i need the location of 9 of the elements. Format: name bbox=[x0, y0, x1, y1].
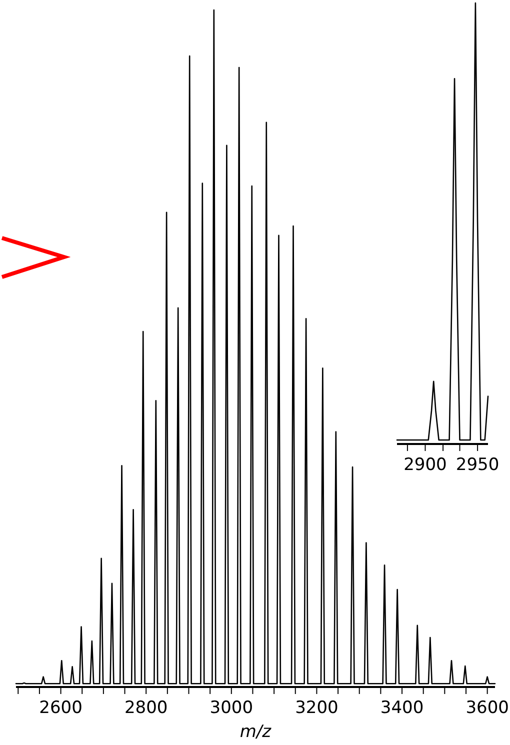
x-tick-label: 3400 bbox=[380, 698, 424, 718]
x-tick-label: 2950 bbox=[456, 455, 500, 475]
x-tick-label: 3600 bbox=[466, 698, 509, 718]
x-tick-label: 2900 bbox=[404, 455, 447, 475]
x-tick-label: 3000 bbox=[210, 698, 254, 718]
x-tick-label: 2600 bbox=[39, 698, 82, 718]
x-axis-title: m/z bbox=[240, 722, 272, 742]
x-tick-label: 2800 bbox=[124, 698, 168, 718]
x-tick-label: 3200 bbox=[295, 698, 338, 718]
